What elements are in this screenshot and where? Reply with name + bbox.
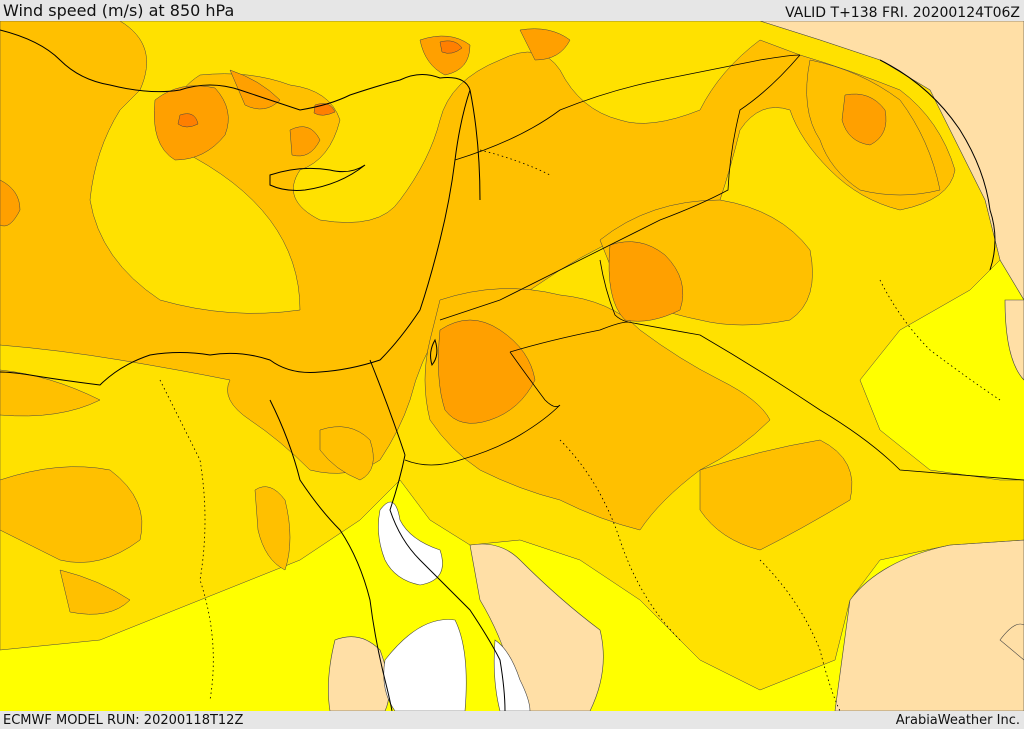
valid-time: VALID T+138 FRI. 20200124T06Z bbox=[785, 5, 1020, 21]
header-bar: Wind speed (m/s) at 850 hPa VALID T+138 … bbox=[0, 0, 1024, 21]
model-run-label: ECMWF MODEL RUN: 20200118T12Z bbox=[3, 713, 244, 728]
credit-label: ArabiaWeather Inc. bbox=[895, 713, 1020, 728]
wind-speed-map bbox=[0, 21, 1024, 711]
region-lines bbox=[159, 149, 1001, 711]
very-strong-wind-areas bbox=[0, 28, 887, 424]
strong-wind-areas bbox=[0, 21, 956, 615]
map-canvas bbox=[0, 21, 1024, 711]
coastlines bbox=[0, 29, 996, 711]
footer-bar: ECMWF MODEL RUN: 20200118T12Z ArabiaWeat… bbox=[0, 711, 1024, 729]
map-title: Wind speed (m/s) at 850 hPa bbox=[3, 1, 235, 20]
country-borders bbox=[404, 54, 1024, 481]
